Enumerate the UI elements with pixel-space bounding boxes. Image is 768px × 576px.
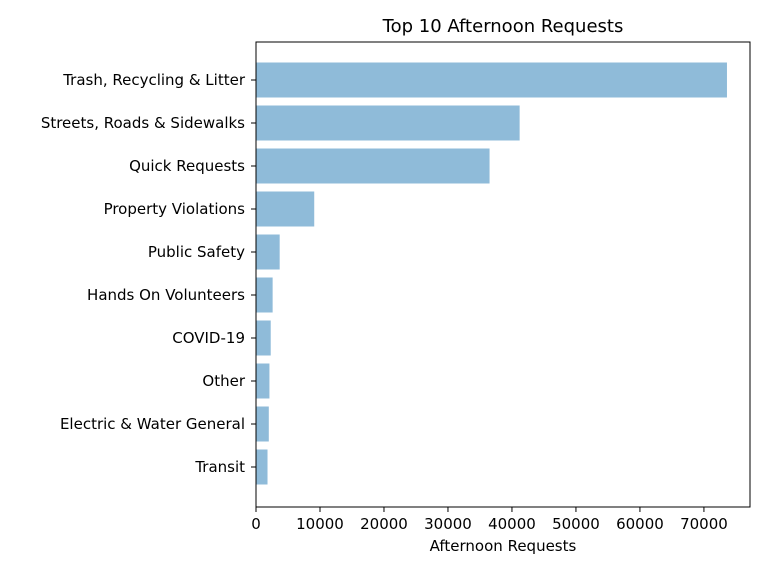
bar-7 [256,363,270,399]
y-tick-label: Streets, Roads & Sidewalks [41,114,245,132]
x-tick-label: 10000 [296,515,344,533]
bar-5 [256,277,273,313]
bar-2 [256,148,490,184]
y-tick-label: Electric & Water General [60,415,245,433]
y-tick-label: Property Violations [104,200,246,218]
y-axis-ticks: Trash, Recycling & Litter Streets, Roads … [41,71,256,476]
bars-group [256,62,727,485]
y-tick-label: Quick Requests [129,157,245,175]
x-tick-label: 70000 [680,515,728,533]
bar-3 [256,191,315,227]
x-tick-label: 20000 [360,515,408,533]
x-tick-label: 0 [251,515,261,533]
x-tick-label: 50000 [552,515,600,533]
bar-9 [256,449,268,485]
y-tick-label: Trash, Recycling & Litter [62,71,246,89]
chart-title: Top 10 Afternoon Requests [382,16,624,37]
bar-6 [256,320,271,356]
bar-0 [256,62,727,98]
bar-8 [256,406,269,442]
bar-1 [256,105,520,141]
y-tick-label: COVID-19 [172,329,245,347]
x-tick-label: 60000 [616,515,664,533]
x-tick-label: 40000 [488,515,536,533]
y-tick-label: Hands On Volunteers [87,286,245,304]
x-axis-ticks: 0 10000 20000 30000 40000 50000 60000 70000 [251,507,728,533]
y-tick-label: Transit [194,458,245,476]
axes-frame [255,41,751,508]
y-tick-label: Other [202,372,245,390]
bar-4 [256,234,280,270]
y-tick-label: Public Safety [148,243,245,261]
x-tick-label: 30000 [424,515,472,533]
x-axis-label: Afternoon Requests [430,537,577,555]
